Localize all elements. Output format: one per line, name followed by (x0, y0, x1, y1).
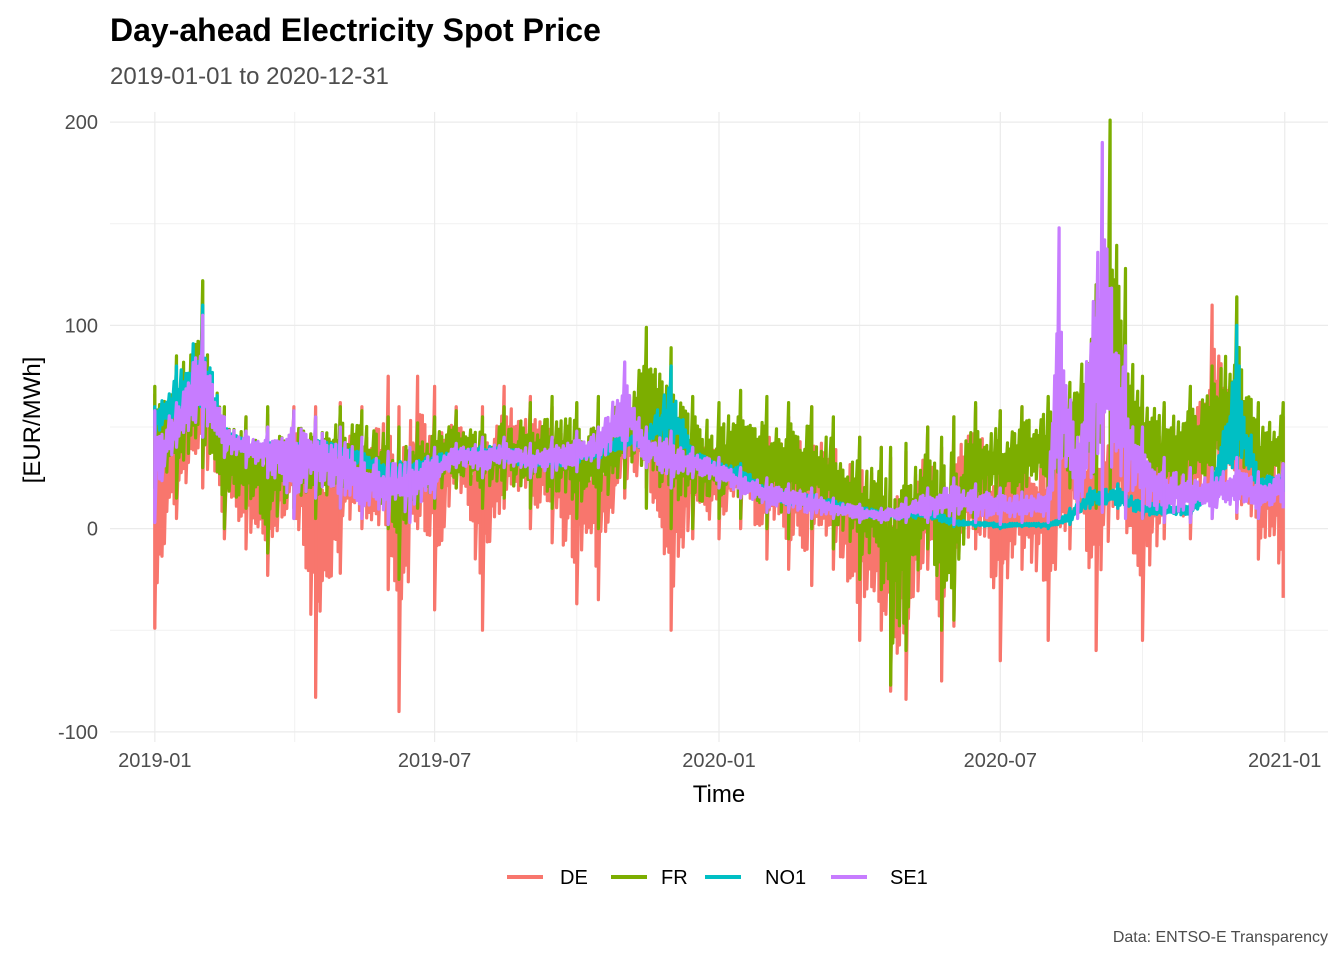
plot-series (153, 118, 1285, 714)
x-tick-label: 2019-01 (118, 750, 191, 772)
series-se1 (153, 140, 1285, 527)
y-axis-tick-labels: -100 0 100 200 (58, 112, 98, 744)
chart-title: Day-ahead Electricity Spot Price (110, 12, 601, 48)
x-tick-label: 2020-01 (682, 750, 755, 772)
y-tick-label: 0 (87, 519, 98, 541)
y-tick-label: -100 (58, 722, 98, 744)
x-tick-label: 2019-07 (398, 750, 471, 772)
y-tick-label: 200 (65, 112, 98, 134)
legend-label-se1: SE1 (890, 867, 928, 889)
legend-label-fr: FR (661, 867, 688, 889)
x-axis-tick-labels: 2019-01 2019-07 2020-01 2020-07 2021-01 (118, 750, 1321, 772)
series-line-se1 (153, 140, 1285, 527)
x-axis-title: Time (693, 781, 745, 808)
chart-caption: Data: ENTSO-E Transparency (1113, 929, 1328, 946)
legend-label-no1: NO1 (765, 867, 806, 889)
series-line-no1 (153, 303, 1285, 531)
legend-label-de: DE (560, 867, 588, 889)
x-tick-label: 2020-07 (964, 750, 1037, 772)
legend: DE FR NO1 SE1 (507, 867, 928, 889)
chart-subtitle: 2019-01-01 to 2020-12-31 (110, 63, 389, 90)
y-tick-label: 100 (65, 315, 98, 337)
y-axis-title: [EUR/MWh] (19, 357, 46, 484)
x-tick-label: 2021-01 (1248, 750, 1321, 772)
